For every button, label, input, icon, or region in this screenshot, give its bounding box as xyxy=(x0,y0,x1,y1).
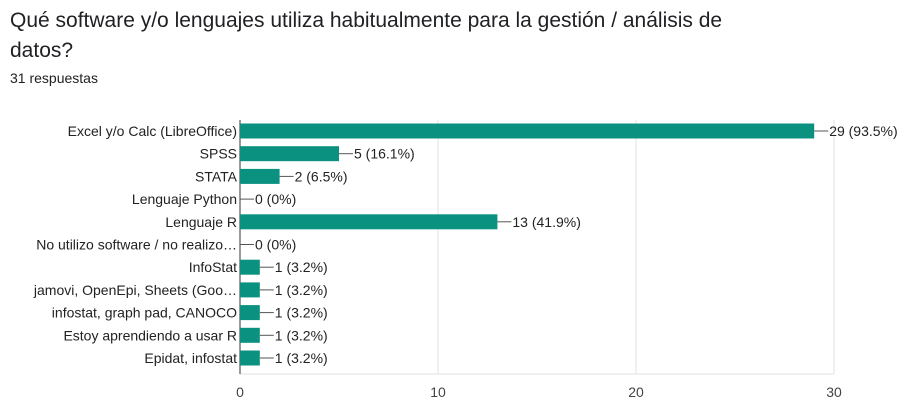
bar xyxy=(240,282,260,298)
bar xyxy=(240,123,815,139)
category-label: Estoy aprendiendo a usar R xyxy=(63,327,237,343)
response-count: 31 respuestas xyxy=(10,70,98,86)
category-label: Lenguaje Python xyxy=(132,191,237,207)
data-label: 1 (3.2%) xyxy=(275,327,328,343)
category-label: Excel y/o Calc (LibreOffice) xyxy=(68,123,237,139)
data-label-leaders xyxy=(240,130,829,359)
bar xyxy=(240,146,339,162)
bar xyxy=(240,214,498,230)
bar xyxy=(240,168,280,184)
data-label: 1 (3.2%) xyxy=(275,259,328,275)
data-label: 1 (3.2%) xyxy=(275,350,328,366)
data-label: 29 (93.5%) xyxy=(829,123,897,139)
x-tick-label: 0 xyxy=(236,384,244,400)
data-label: 0 (0%) xyxy=(255,237,296,253)
x-tick-label: 10 xyxy=(430,384,446,400)
category-label: SPSS xyxy=(200,146,237,162)
category-label: STATA xyxy=(195,168,238,184)
data-label: 13 (41.9%) xyxy=(512,214,580,230)
category-label: Epidat, infostat xyxy=(144,350,237,366)
category-label: Lenguaje R xyxy=(165,214,237,230)
bars xyxy=(240,123,815,366)
category-label: No utilizo software / no realizo… xyxy=(36,237,237,253)
category-label: jamovi, OpenEpi, Sheets (Goo… xyxy=(33,282,237,298)
x-tick-label: 20 xyxy=(628,384,644,400)
bar xyxy=(240,305,260,321)
data-label: 2 (6.5%) xyxy=(295,168,348,184)
data-label: 1 (3.2%) xyxy=(275,305,328,321)
category-label: infostat, graph pad, CANOCO xyxy=(52,305,237,321)
data-labels: 29 (93.5%) 5 (16.1%) 2 (6.5%) 0 (0%) 13 (41.… xyxy=(255,123,898,366)
question-title: Qué software y/o lenguajes utiliza habit… xyxy=(10,9,723,62)
bar xyxy=(240,327,260,343)
category-labels: Excel y/o Calc (LibreOffice) SPSS STATA Len… xyxy=(33,123,238,366)
data-label: 5 (16.1%) xyxy=(354,146,415,162)
x-axis-ticks: 0 10 20 30 xyxy=(236,384,842,400)
bar xyxy=(240,259,260,275)
data-label: 0 (0%) xyxy=(255,191,296,207)
x-tick-label: 30 xyxy=(826,384,842,400)
bar xyxy=(240,350,260,366)
category-label: InfoStat xyxy=(189,259,237,275)
data-label: 1 (3.2%) xyxy=(275,282,328,298)
